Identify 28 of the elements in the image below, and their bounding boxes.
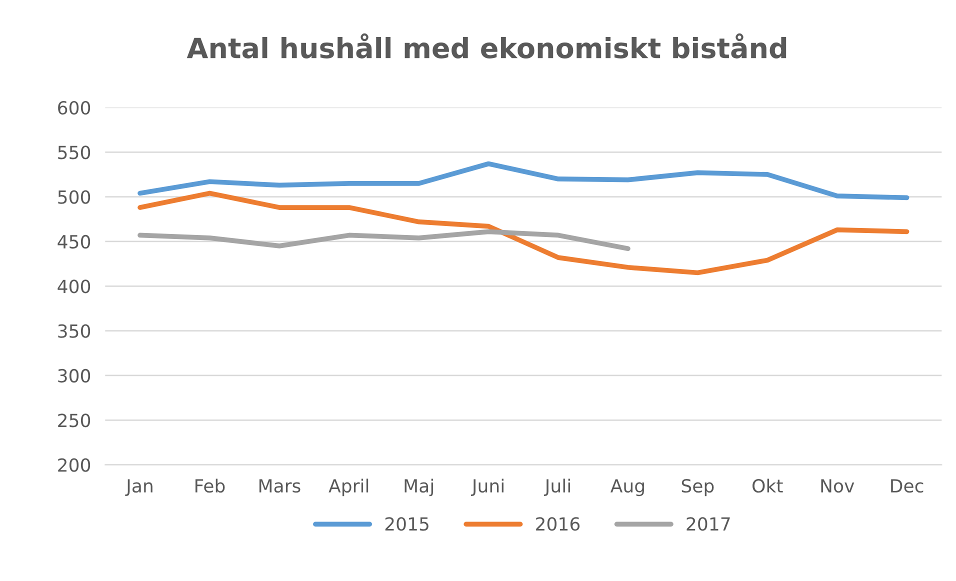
line-series — [138, 229, 630, 252]
y-tick-label: 350 — [58, 324, 90, 338]
y-tick-label: 250 — [58, 414, 90, 428]
x-tick-label: Aug — [610, 479, 644, 496]
y-tick-label: 300 — [58, 368, 90, 383]
x-tick-label: Sep — [682, 479, 714, 496]
x-tick-label: Juli — [544, 478, 570, 496]
y-tick-label: 450 — [58, 234, 90, 249]
x-tick-label: Okt — [752, 478, 783, 493]
x-tick-label: Dec — [891, 479, 924, 493]
chart-title: Antal hushåll med ekonomiskt bistånd — [186, 33, 786, 58]
x-tick-label: Juni — [471, 478, 504, 496]
x-tick-label: Maj — [404, 478, 433, 496]
x-tick-label: Jan — [125, 479, 152, 496]
legend-label: 2017 — [686, 517, 730, 531]
legend-label: 2016 — [536, 517, 580, 531]
line-series — [138, 161, 910, 200]
legend-label: 2015 — [385, 517, 428, 531]
x-tick-label: April — [328, 478, 368, 496]
y-tick-label: 400 — [58, 280, 90, 294]
y-tick-label: 600 — [58, 100, 90, 115]
x-tick-label: Nov — [821, 479, 854, 493]
x-tick-label: Mars — [259, 479, 300, 493]
line-series — [138, 190, 910, 276]
y-tick-label: 550 — [58, 146, 90, 160]
y-tick-label: 500 — [58, 190, 90, 204]
y-tick-label: 200 — [58, 458, 90, 472]
x-tick-label: Feb — [196, 478, 225, 493]
